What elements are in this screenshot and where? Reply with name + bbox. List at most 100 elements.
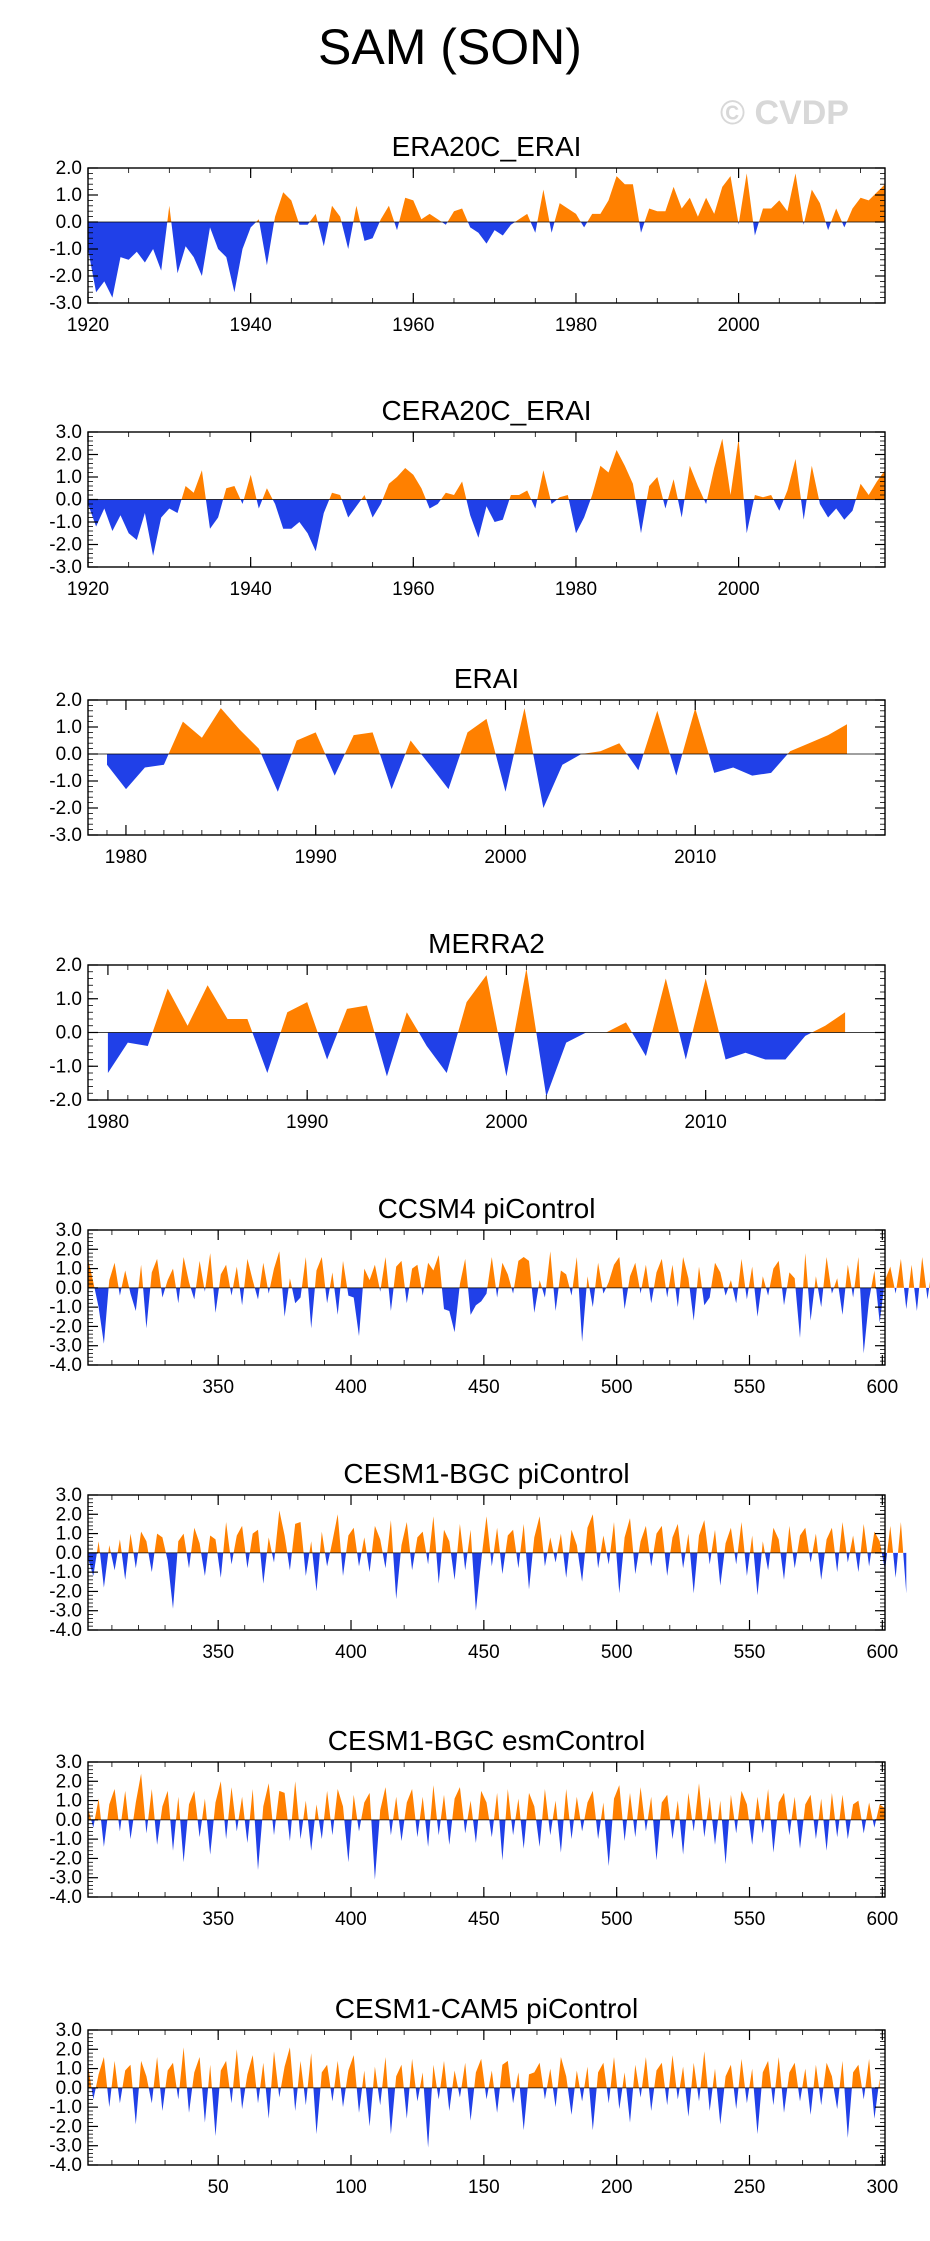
panel-4-x-tick-label: 2000 xyxy=(485,1112,527,1133)
panel-2-y-tick-label: 2.0 xyxy=(56,445,82,466)
panel-5-x-tick-label: 550 xyxy=(734,1377,766,1398)
panel-5-x-tick-label: 450 xyxy=(468,1377,500,1398)
panel-5-x-tick-label: 500 xyxy=(601,1377,633,1398)
panel-7-y-tick-label: 1.0 xyxy=(56,1791,82,1812)
panel-6-y-tick-label: 1.0 xyxy=(56,1524,82,1545)
panel-5-positive-area xyxy=(88,1251,930,1288)
panel-5-y-tick-label: 0.0 xyxy=(56,1278,82,1299)
panel-5-x-tick-label: 400 xyxy=(335,1377,367,1398)
panel-6-x-tick-label: 500 xyxy=(601,1642,633,1663)
panel-4-y-tick-label: -1.0 xyxy=(49,1056,82,1077)
panel-3-y-tick-label: -1.0 xyxy=(49,771,82,792)
panel-1-y-tick-label: 0.0 xyxy=(56,212,82,233)
panel-5-y-tick-label: -1.0 xyxy=(49,1297,82,1318)
panel-1-negative-area xyxy=(88,222,885,298)
panel-8-x-tick-label: 300 xyxy=(866,2177,898,2198)
panel-5-y-tick-label: -2.0 xyxy=(49,1316,82,1337)
page-title: SAM (SON) xyxy=(318,19,582,75)
panel-2-y-tick-label: 0.0 xyxy=(56,490,82,511)
panel-7-x-tick-label: 500 xyxy=(601,1909,633,1930)
panel-4-positive-area xyxy=(107,968,846,1033)
panel-2-x-tick-label: 1920 xyxy=(67,579,109,600)
panel-4-y-tick-label: 0.0 xyxy=(56,1023,82,1044)
panel-1-x-tick-label: 1960 xyxy=(392,315,434,336)
panel-5-y-tick-label: 1.0 xyxy=(56,1259,82,1280)
panel-7-x-tick-label: 600 xyxy=(866,1909,898,1930)
panel-2-x-tick-label: 2000 xyxy=(717,579,759,600)
panel-8-y-tick-label: 0.0 xyxy=(56,2078,82,2099)
panel-7-y-tick-label: -2.0 xyxy=(49,1848,82,1869)
panel-3-negative-area xyxy=(107,754,847,808)
panel-3-positive-area xyxy=(107,708,847,754)
panel-4-x-tick-label: 1990 xyxy=(286,1112,328,1133)
panel-2-y-tick-label: -1.0 xyxy=(49,512,82,533)
panel-5-x-tick-label: 350 xyxy=(202,1377,234,1398)
panel-7-y-tick-label: 2.0 xyxy=(56,1771,82,1792)
panel-6-y-tick-label: 3.0 xyxy=(56,1485,82,1506)
panel-6-y-tick-label: -4.0 xyxy=(49,1620,82,1641)
panel-8-frame xyxy=(87,2029,886,2166)
panel-4-y-tick-label: 2.0 xyxy=(56,955,82,976)
panel-6-x-tick-label: 400 xyxy=(335,1642,367,1663)
panel-1-x-tick-label: 1940 xyxy=(230,315,272,336)
panel-4-y-tick-label: -2.0 xyxy=(49,1090,82,1111)
panel-2-y-tick-label: -3.0 xyxy=(49,557,82,578)
panel-7-y-tick-label: -3.0 xyxy=(49,1868,82,1889)
panel-2-positive-area xyxy=(88,438,885,500)
panel-8-y-tick-label: -2.0 xyxy=(49,2116,82,2137)
panel-1-x-tick-label: 1920 xyxy=(67,315,109,336)
panel-7-frame xyxy=(87,1761,886,1898)
panel-3-title: ERAI xyxy=(454,663,519,694)
panel-2-x-tick-label: 1980 xyxy=(555,579,597,600)
panel-8-x-tick-label: 250 xyxy=(734,2177,766,2198)
panel-8-negative-area xyxy=(88,2087,880,2148)
panel-8-y-tick-label: 2.0 xyxy=(56,2039,82,2060)
panel-3-y-tick-label: -3.0 xyxy=(49,825,82,846)
panel-6-y-tick-label: 0.0 xyxy=(56,1543,82,1564)
panel-3-y-tick-label: -2.0 xyxy=(49,798,82,819)
panel-8-y-tick-label: -1.0 xyxy=(49,2097,82,2118)
panel-1-y-tick-label: -2.0 xyxy=(49,266,82,287)
panel-3-y-tick-label: 1.0 xyxy=(56,717,82,738)
panel-8-y-tick-label: -3.0 xyxy=(49,2136,82,2157)
panel-5-title: CCSM4 piControl xyxy=(378,1193,596,1224)
panel-1-y-tick-label: -3.0 xyxy=(49,293,82,314)
panel-7-y-tick-label: -4.0 xyxy=(49,1887,82,1908)
panel-5-negative-area xyxy=(88,1287,930,1354)
panel-3-x-tick-label: 2000 xyxy=(484,847,526,868)
panel-4-x-tick-label: 2010 xyxy=(685,1112,727,1133)
panel-7-x-tick-label: 400 xyxy=(335,1909,367,1930)
panel-5-y-tick-label: 3.0 xyxy=(56,1220,82,1241)
panel-6-title: CESM1-BGC piControl xyxy=(343,1458,629,1489)
panel-5-y-tick-label: -4.0 xyxy=(49,1355,82,1376)
panel-7-x-tick-label: 350 xyxy=(202,1909,234,1930)
panel-7-negative-area xyxy=(88,1819,885,1880)
panel-8-x-tick-label: 150 xyxy=(468,2177,500,2198)
panel-8-y-tick-label: -4.0 xyxy=(49,2155,82,2176)
panel-6-negative-area xyxy=(88,1552,907,1611)
panel-3-x-tick-label: 2010 xyxy=(674,847,716,868)
panel-2-y-tick-label: -2.0 xyxy=(49,535,82,556)
panel-3-x-tick-label: 1990 xyxy=(295,847,337,868)
panel-4-title: MERRA2 xyxy=(428,928,545,959)
panel-2-y-tick-label: 3.0 xyxy=(56,422,82,443)
panel-8-title: CESM1-CAM5 piControl xyxy=(335,1993,638,2024)
panel-1-frame xyxy=(87,167,886,304)
panel-7-title: CESM1-BGC esmControl xyxy=(328,1725,645,1756)
panel-4-x-tick-label: 1980 xyxy=(87,1112,129,1133)
panel-1-positive-area xyxy=(88,173,885,222)
panel-7-x-tick-label: 450 xyxy=(468,1909,500,1930)
panel-5-y-tick-label: -3.0 xyxy=(49,1336,82,1357)
panel-5-x-tick-label: 600 xyxy=(866,1377,898,1398)
panel-1-title: ERA20C_ERAI xyxy=(392,131,582,162)
panel-2-title: CERA20C_ERAI xyxy=(381,395,591,426)
panel-4-y-tick-label: 1.0 xyxy=(56,989,82,1010)
panel-6-y-tick-label: -1.0 xyxy=(49,1562,82,1583)
panel-3-y-tick-label: 0.0 xyxy=(56,744,82,765)
panel-6-y-tick-label: -3.0 xyxy=(49,1601,82,1622)
panel-2-x-tick-label: 1940 xyxy=(230,579,272,600)
panel-5-y-tick-label: 2.0 xyxy=(56,1239,82,1260)
panel-1-x-tick-label: 2000 xyxy=(717,315,759,336)
panel-7-y-tick-label: 0.0 xyxy=(56,1810,82,1831)
